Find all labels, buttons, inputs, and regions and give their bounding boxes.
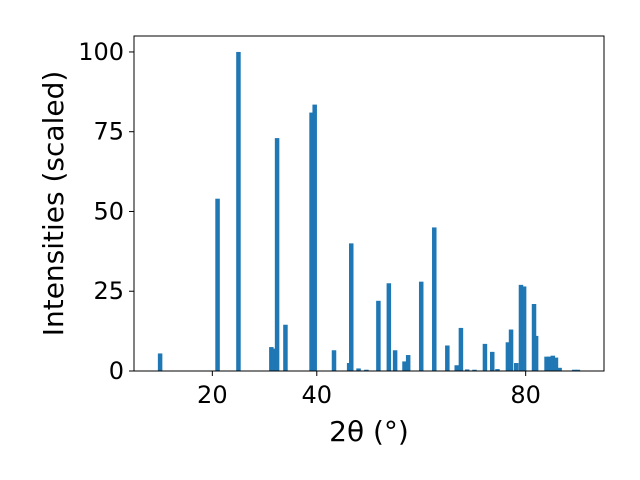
y-tick-label: 25: [93, 277, 124, 305]
bar: [518, 284, 524, 371]
y-tick-label: 75: [93, 118, 124, 146]
bar: [157, 353, 163, 371]
bar: [557, 367, 562, 371]
bar: [514, 363, 519, 371]
bars-group: [157, 51, 581, 372]
plot-frame: [133, 35, 605, 372]
bar: [215, 198, 220, 371]
bar: [489, 351, 495, 371]
x-tick-label: 80: [510, 381, 541, 409]
bar: [312, 104, 317, 371]
bar: [356, 368, 361, 371]
bar: [309, 112, 314, 372]
x-axis-label: 2θ (°): [329, 415, 409, 448]
bar: [274, 138, 280, 371]
bar: [454, 365, 459, 371]
bar: [402, 361, 407, 371]
ticks-group: 20 40 80 0 25 50 75 100: [78, 38, 541, 409]
y-tick-label: 0: [109, 357, 124, 385]
bar: [533, 335, 539, 371]
bar: [364, 369, 369, 371]
bar: [348, 243, 354, 371]
bar: [495, 369, 500, 371]
bar: [547, 356, 552, 371]
bar: [550, 355, 556, 371]
bar: [236, 51, 241, 371]
bar: [445, 345, 450, 371]
x-tick-label: 40: [302, 381, 333, 409]
bar: [571, 369, 577, 371]
bar: [392, 350, 398, 371]
bar: [405, 355, 411, 371]
bar: [418, 281, 424, 371]
bar: [271, 348, 277, 371]
y-axis-label: Intensities (scaled): [37, 71, 70, 337]
bar: [331, 350, 337, 371]
bar: [505, 342, 511, 371]
x-tick-label: 20: [197, 381, 228, 409]
bar: [376, 300, 381, 371]
bar: [472, 369, 477, 371]
bar: [458, 327, 464, 371]
bar: [553, 357, 559, 371]
bar: [508, 329, 514, 371]
bar: [283, 324, 288, 371]
y-tick-label: 100: [78, 38, 124, 66]
bar: [464, 369, 470, 371]
bar: [269, 347, 274, 371]
bar: [386, 283, 392, 371]
bar: [575, 369, 581, 371]
bar: [432, 227, 437, 371]
bar: [482, 343, 488, 371]
y-tick-label: 50: [93, 197, 124, 225]
bar: [544, 356, 549, 371]
bar: [521, 286, 527, 371]
